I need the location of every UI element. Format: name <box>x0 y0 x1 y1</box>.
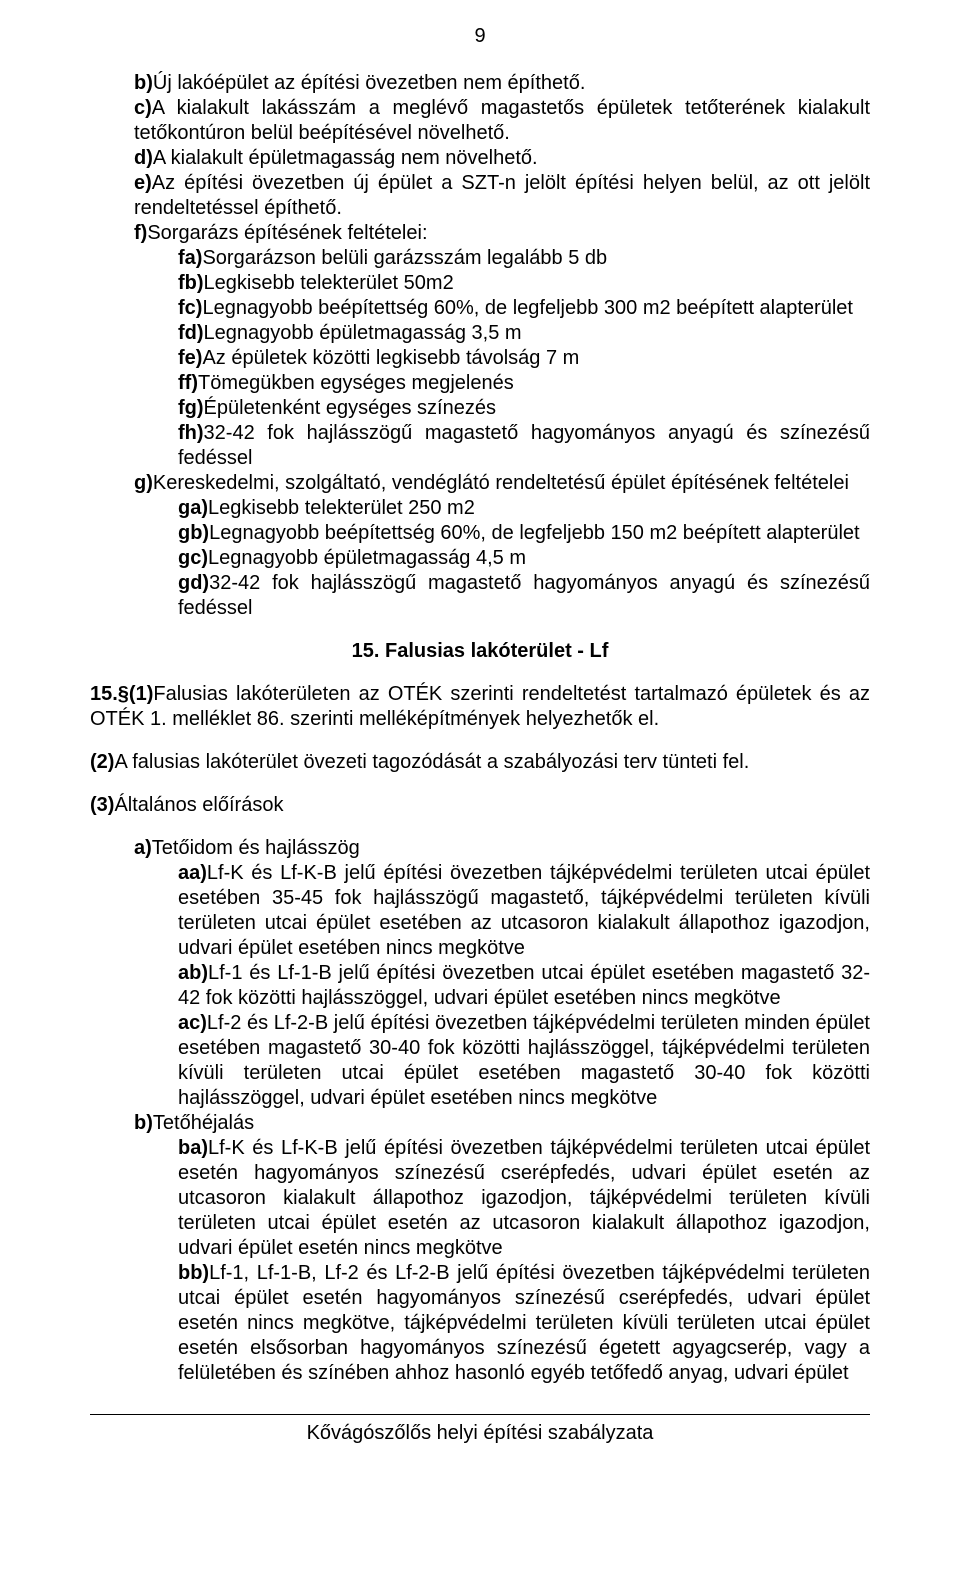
line-g: g)Kereskedelmi, szolgáltató, vendéglátó … <box>134 471 870 496</box>
line-gc: gc)Legnagyobb épületmagasság 4,5 m <box>134 546 870 571</box>
line-ff: ff)Tömegükben egységes megjelenés <box>134 371 870 396</box>
line-ga: ga)Legkisebb telekterület 250 m2 <box>134 496 870 521</box>
line-c: c)A kialakult lakásszám a meglévő magast… <box>134 96 870 146</box>
line-gb: gb)Legnagyobb beépítettség 60%, de legfe… <box>134 521 870 546</box>
paragraph-15-1: 15.§(1)Falusias lakóterületen az OTÉK sz… <box>90 682 870 732</box>
document-page: 9 b)Új lakóépület az építési övezetben n… <box>0 0 960 1589</box>
line-e: e)Az építési övezetben új épület a SZT-n… <box>134 171 870 221</box>
line-d: d)A kialakult épületmagasság nem növelhe… <box>134 146 870 171</box>
line-3ab: ab)Lf-1 és Lf-1-B jelű építési övezetben… <box>134 961 870 1011</box>
section-title-15: 15. Falusias lakóterület - Lf <box>90 639 870 664</box>
paragraph-15-3: (3)Általános előírások <box>90 793 870 818</box>
footer-text: Kővágószőlős helyi építési szabályzata <box>90 1421 870 1456</box>
line-fa: fa)Sorgarázson belüli garázsszám legaláb… <box>134 246 870 271</box>
line-fd: fd)Legnagyobb épületmagasság 3,5 m <box>134 321 870 346</box>
line-f: f)Sorgarázs építésének feltételei: <box>134 221 870 246</box>
line-gd: gd)32-42 fok hajlásszögű magastető hagyo… <box>134 571 870 621</box>
line-fb: fb)Legkisebb telekterület 50m2 <box>134 271 870 296</box>
footer-divider <box>90 1414 870 1415</box>
line-3bb: bb)Lf-1, Lf-1-B, Lf-2 és Lf-2-B jelű épí… <box>134 1261 870 1386</box>
line-fg: fg)Épületenként egységes színezés <box>134 396 870 421</box>
body-block-1: b)Új lakóépület az építési övezetben nem… <box>90 71 870 621</box>
line-fe: fe)Az épületek közötti legkisebb távolsá… <box>134 346 870 371</box>
line-3aa: aa)Lf-K és Lf-K-B jelű építési övezetben… <box>134 861 870 961</box>
body-block-3: a)Tetőidom és hajlásszög aa)Lf-K és Lf-K… <box>90 836 870 1386</box>
line-fh: fh)32-42 fok hajlásszögű magastető hagyo… <box>134 421 870 471</box>
line-fc: fc)Legnagyobb beépítettség 60%, de legfe… <box>134 296 870 321</box>
paragraph-15-2: (2)A falusias lakóterület övezeti tagozó… <box>90 750 870 775</box>
line-b: b)Új lakóépület az építési övezetben nem… <box>134 71 870 96</box>
line-3b: b)Tetőhéjalás <box>134 1111 870 1136</box>
page-number: 9 <box>90 24 870 49</box>
line-3ac: ac)Lf-2 és Lf-2-B jelű építési övezetben… <box>134 1011 870 1111</box>
line-3ba: ba)Lf-K és Lf-K-B jelű építési övezetben… <box>134 1136 870 1261</box>
line-3a: a)Tetőidom és hajlásszög <box>134 836 870 861</box>
